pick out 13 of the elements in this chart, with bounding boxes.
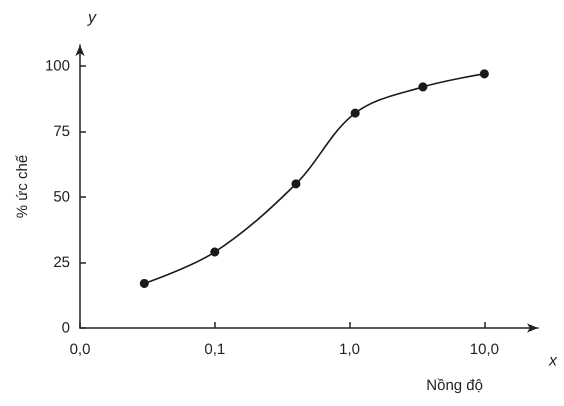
x-tick-label: 10,0 bbox=[470, 341, 499, 358]
x-tick-label: 1,0 bbox=[339, 341, 360, 358]
y-axis-title: % ức chế bbox=[14, 154, 31, 218]
text: x bbox=[548, 352, 558, 370]
y-tick-label: 75 bbox=[53, 122, 70, 140]
x-tick-label: 0,1 bbox=[204, 341, 226, 358]
y-tick-label: 0 bbox=[62, 320, 70, 336]
x-axis-title: Nồng độ bbox=[426, 377, 483, 394]
text: y bbox=[87, 10, 97, 26]
x-tick-label: 0,0 bbox=[70, 341, 90, 358]
y-tick-label: 50 bbox=[53, 188, 70, 206]
y-tick-label: 25 bbox=[53, 254, 70, 271]
y-tick-label: 100 bbox=[44, 57, 70, 74]
